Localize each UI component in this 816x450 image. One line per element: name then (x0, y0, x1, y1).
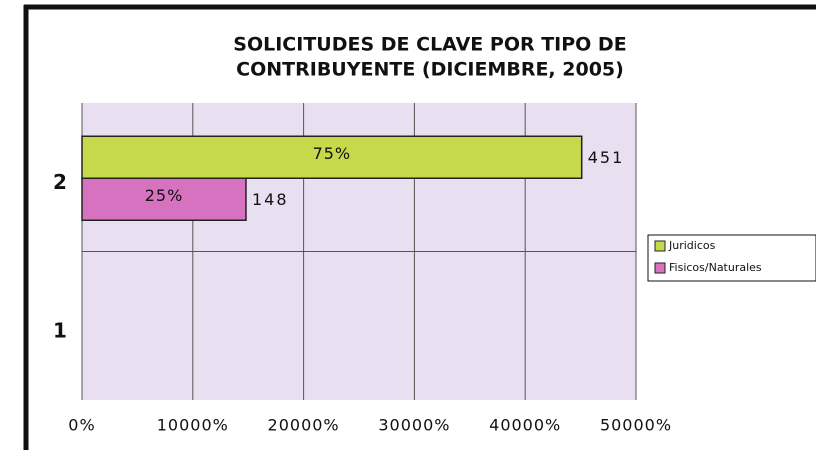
legend-label: Juridicos (668, 239, 716, 252)
x-tick-label: 30000% (378, 416, 450, 435)
bar (81, 135, 583, 179)
legend-label: Fisicos/Naturales (669, 261, 762, 274)
value-label: 148 (252, 190, 289, 209)
x-tick-label: 10000% (157, 416, 229, 435)
y-tick-label: 1 (53, 318, 67, 342)
percent-label: 25% (145, 186, 184, 205)
chart-title: SOLICITUDES DE CLAVE POR TIPO DE (233, 34, 626, 56)
x-tick-label: 0% (68, 416, 95, 435)
legend-box (647, 234, 816, 282)
bar (81, 177, 247, 221)
x-tick-label: 50000% (600, 416, 672, 435)
percent-label: 75% (313, 144, 352, 163)
legend-swatch (654, 262, 666, 274)
chart-title: CONTRIBUYENTE (DICIEMBRE, 2005) (236, 59, 624, 81)
y-tick-label: 2 (53, 170, 67, 194)
legend-swatch (654, 240, 666, 252)
x-tick-label: 20000% (268, 416, 340, 435)
x-tick-label: 40000% (489, 416, 561, 435)
value-label: 451 (588, 148, 625, 167)
